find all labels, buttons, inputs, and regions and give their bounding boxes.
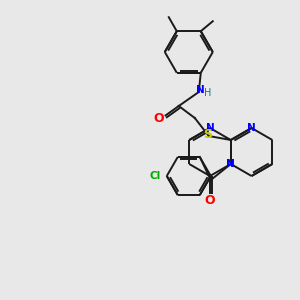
Text: O: O [154,112,164,124]
Text: S: S [203,128,212,142]
Text: N: N [247,123,256,133]
Text: N: N [226,159,235,169]
Text: N: N [196,85,205,95]
Text: O: O [205,194,215,206]
Text: Cl: Cl [149,171,160,181]
Text: N: N [226,159,235,169]
Text: H: H [204,88,212,98]
Text: N: N [206,123,214,133]
